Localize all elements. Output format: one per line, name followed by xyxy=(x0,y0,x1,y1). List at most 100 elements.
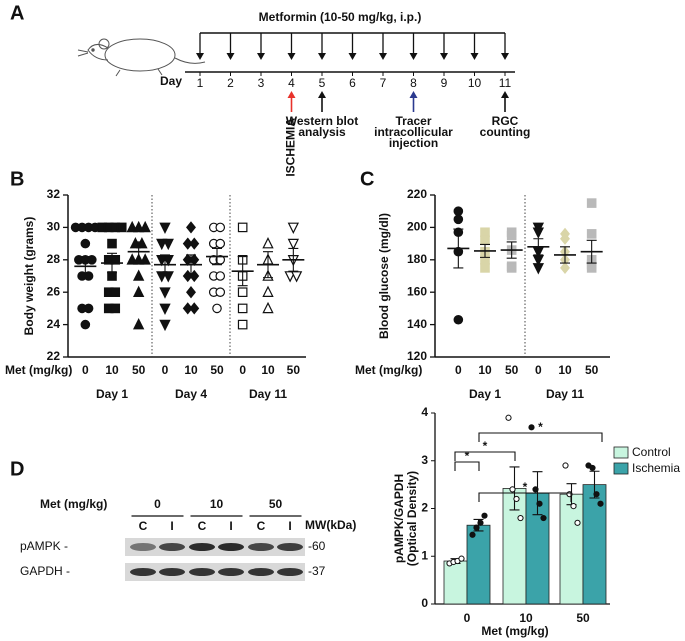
x-tick-label: 10 xyxy=(519,611,533,625)
data-point xyxy=(116,222,127,233)
arrow-head xyxy=(287,53,296,60)
day-number: 2 xyxy=(227,76,234,90)
arrow-head xyxy=(470,53,479,60)
arrow-head xyxy=(440,53,448,60)
error-bar xyxy=(480,243,490,258)
day-label: Day 11 xyxy=(249,387,287,401)
legend-label: Control xyxy=(632,445,671,459)
panel-label: D xyxy=(10,458,24,480)
data-point xyxy=(162,255,174,267)
data-point xyxy=(110,255,121,265)
mw-value: -37 xyxy=(308,564,326,578)
event-label: ISCHEMIA xyxy=(284,118,298,177)
x-axis-label: Met (mg/kg) xyxy=(481,624,548,638)
data-point xyxy=(237,303,248,314)
dose-label: 50 xyxy=(132,363,146,377)
day-label: Day 1 xyxy=(469,387,501,401)
lane-label: C xyxy=(198,519,207,533)
y-tick-label: 0 xyxy=(421,596,428,610)
data-point xyxy=(182,237,193,250)
blot-band xyxy=(218,568,244,576)
day-number: 9 xyxy=(441,76,448,90)
significance-label: * xyxy=(538,420,543,434)
event-label: intracollicular xyxy=(374,125,453,139)
error-bar xyxy=(560,246,570,264)
data-point xyxy=(132,285,145,297)
day-label: Day 11 xyxy=(546,387,584,401)
blot-band xyxy=(248,543,274,551)
blot-band xyxy=(189,568,215,576)
dose-label: 0 xyxy=(162,363,169,377)
data-point xyxy=(574,519,581,526)
blot-band xyxy=(189,543,215,551)
data-point xyxy=(469,531,476,538)
dose-label: 0 xyxy=(455,363,462,377)
data-point xyxy=(560,261,570,275)
data-point xyxy=(215,222,226,233)
timeline-title: Metformin (10-50 mg/kg, i.p.) xyxy=(259,10,422,24)
data-point xyxy=(139,220,151,233)
data-point xyxy=(212,303,222,314)
data-point xyxy=(473,524,480,531)
dose-label: 0 xyxy=(535,363,542,377)
dose-label: 50 xyxy=(505,363,519,377)
significance-bracket xyxy=(478,432,603,442)
blot-band xyxy=(277,543,303,551)
lane-label: I xyxy=(288,519,291,533)
arrow-head xyxy=(226,53,235,60)
data-point xyxy=(532,255,545,267)
data-point xyxy=(189,302,200,315)
error-bar xyxy=(237,256,248,287)
y-axis-label: pAMPK/GAPDH xyxy=(392,474,406,563)
data-point xyxy=(159,319,171,332)
dose-label: 50 xyxy=(210,363,224,377)
blot-dose: 10 xyxy=(210,497,224,511)
arrow-head xyxy=(409,91,418,98)
data-point xyxy=(506,263,517,273)
day-number: 11 xyxy=(499,76,512,90)
blot-band xyxy=(248,568,274,576)
blot-dose: 50 xyxy=(269,497,283,511)
data-point xyxy=(481,512,488,519)
data-point xyxy=(215,271,226,281)
lane-label: C xyxy=(257,519,266,533)
data-point xyxy=(136,237,148,249)
y-axis-label: Blood glucose (mg/dl) xyxy=(377,213,391,339)
data-point xyxy=(87,254,97,265)
data-point xyxy=(560,232,570,245)
significance-bracket xyxy=(454,461,480,471)
y-tick-label: 24 xyxy=(47,317,61,331)
data-point xyxy=(215,254,226,265)
x-axis-label: Met (mg/kg) xyxy=(5,363,72,377)
data-point xyxy=(80,319,91,330)
data-point xyxy=(593,491,600,498)
data-point xyxy=(586,198,597,208)
dose-label: 10 xyxy=(184,363,198,377)
mw-value: -60 xyxy=(308,539,326,553)
data-point xyxy=(532,263,545,275)
data-point xyxy=(458,555,465,562)
blot-band xyxy=(159,568,185,576)
y-tick-label: 140 xyxy=(407,317,427,331)
data-point xyxy=(540,514,547,522)
dose-label: 10 xyxy=(261,363,275,377)
data-point xyxy=(453,214,464,225)
data-point xyxy=(237,222,248,233)
y-tick-label: 26 xyxy=(47,284,61,298)
event-label: counting xyxy=(480,125,531,139)
data-point xyxy=(505,414,512,421)
mw-label: MW(kDa) xyxy=(305,518,356,532)
data-point xyxy=(189,237,200,250)
data-point xyxy=(509,486,516,493)
y-tick-label: 30 xyxy=(47,220,61,234)
bar xyxy=(559,493,584,605)
data-point xyxy=(182,302,193,315)
data-point xyxy=(186,221,196,234)
data-point xyxy=(83,303,94,314)
significance-label: * xyxy=(465,449,470,463)
dose-label: 10 xyxy=(105,363,119,377)
error-bar xyxy=(533,238,544,256)
blot-band xyxy=(277,568,303,576)
dose-label: 10 xyxy=(558,363,572,377)
